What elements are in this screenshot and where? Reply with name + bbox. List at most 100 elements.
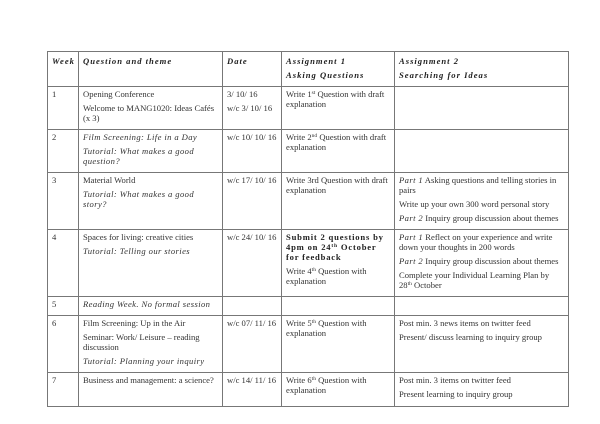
week-number: 2 bbox=[52, 132, 57, 142]
table-row: 2 Film Screening: Life in a Day Tutorial: … bbox=[47, 129, 569, 173]
header-assignment-2: Assignment 2 Searching for Ideas bbox=[394, 51, 569, 87]
text-run: Write 2 bbox=[286, 132, 312, 142]
a1-cell: Write 5th Question with explanation bbox=[281, 315, 395, 373]
text-run: Reflect on your experience and write dow… bbox=[399, 232, 553, 252]
week-number: 1 bbox=[52, 89, 57, 99]
a2-cell bbox=[394, 129, 569, 173]
theme-cell: Material World Tutorial: What makes a goo… bbox=[78, 172, 223, 230]
header-week-label: Week bbox=[52, 56, 75, 66]
text-run: Present learning to inquiry group bbox=[399, 389, 513, 399]
table-row: 1 Opening Conference Welcome to MANG1020: … bbox=[47, 86, 569, 130]
theme-cell: Film Screening: Life in a Day Tutorial: W… bbox=[78, 129, 223, 173]
ordinal-suffix: nd bbox=[311, 133, 318, 139]
paragraph: Write 4th Question with explanation bbox=[286, 266, 390, 286]
paragraph: Write up your own 300 word personal stor… bbox=[399, 199, 564, 209]
paragraph: Film Screening: Up in the Air bbox=[83, 318, 218, 328]
text-run: Tutorial: What makes a good story? bbox=[83, 189, 195, 209]
week-cell: 5 bbox=[47, 296, 79, 316]
text-run: Asking questions and telling stories in … bbox=[399, 175, 557, 195]
theme-cell: Reading Week. No formal session bbox=[78, 296, 223, 316]
paragraph: 3/ 10/ 16 bbox=[227, 89, 277, 99]
paragraph: Film Screening: Life in a Day bbox=[83, 132, 218, 142]
paragraph: Part 1 Reflect on your experience and wr… bbox=[399, 232, 564, 252]
paragraph: w/c 14/ 11/ 16 bbox=[227, 375, 277, 385]
paragraph: Post min. 3 news items on twitter feed bbox=[399, 318, 564, 328]
text-run: Present/ discuss learning to inquiry gro… bbox=[399, 332, 542, 342]
theme-cell: Opening Conference Welcome to MANG1020: I… bbox=[78, 86, 223, 130]
header-a1-title: Assignment 1 bbox=[286, 56, 346, 66]
paragraph: w/c 07/ 11/ 16 bbox=[227, 318, 277, 328]
week-cell: 3 bbox=[47, 172, 79, 230]
text-run: Question with explanation bbox=[286, 318, 367, 338]
text-run: Part 1 bbox=[399, 232, 424, 242]
a1-cell: Write 1st Question with draft explanatio… bbox=[281, 86, 395, 130]
text-run: Write 1 bbox=[286, 89, 312, 99]
paragraph: Material World bbox=[83, 175, 218, 185]
text-run: w/c 07/ 11/ 16 bbox=[227, 318, 277, 328]
paragraph: w/c 10/ 10/ 16 bbox=[227, 132, 277, 142]
paragraph: Write 6th Question with explanation bbox=[286, 375, 390, 395]
text-run: w/c 17/ 10/ 16 bbox=[227, 175, 277, 185]
a1-cell bbox=[281, 296, 395, 316]
text-run: Part 1 bbox=[399, 175, 424, 185]
text-run: Write 5 bbox=[286, 318, 312, 328]
text-run: Post min. 3 items on twitter feed bbox=[399, 375, 511, 385]
paragraph: Part 2 Inquiry group discussion about th… bbox=[399, 256, 564, 266]
a2-cell: Post min. 3 news items on twitter feed Pr… bbox=[394, 315, 569, 373]
table-row: 5 Reading Week. No formal session bbox=[47, 296, 569, 316]
ordinal-suffix: th bbox=[311, 267, 316, 273]
text-run: Part 2 bbox=[399, 256, 424, 266]
text-run: October bbox=[411, 280, 442, 290]
header-a2-subtitle: Searching for Ideas bbox=[399, 70, 489, 80]
week-cell: 1 bbox=[47, 86, 79, 130]
header-theme: Question and theme bbox=[78, 51, 223, 87]
paragraph: w/c 3/ 10/ 16 bbox=[227, 103, 277, 113]
header-a2-title: Assignment 2 bbox=[399, 56, 459, 66]
paragraph: Present/ discuss learning to inquiry gro… bbox=[399, 332, 564, 342]
text-run: Inquiry group discussion about themes bbox=[423, 213, 559, 223]
a1-cell: Write 3rd Question with draft explanatio… bbox=[281, 172, 395, 230]
text-run: Submit 2 questions by 4pm on 24 bbox=[286, 232, 384, 252]
text-run: Question with explanation bbox=[286, 375, 367, 395]
paragraph: Tutorial: What makes a good story? bbox=[83, 189, 218, 209]
a1-cell: Submit 2 questions by 4pm on 24th Octobe… bbox=[281, 229, 395, 297]
table-row: 6 Film Screening: Up in the Air Seminar: W… bbox=[47, 315, 569, 373]
ordinal-suffix: st bbox=[311, 90, 316, 96]
week-number: 7 bbox=[52, 375, 57, 385]
table-row: 7 Business and management: a science? w/c … bbox=[47, 372, 569, 407]
date-cell: w/c 24/ 10/ 16 bbox=[222, 229, 282, 297]
text-run: w/c 14/ 11/ 16 bbox=[227, 375, 277, 385]
a1-cell: Write 6th Question with explanation bbox=[281, 372, 395, 407]
week-cell: 2 bbox=[47, 129, 79, 173]
text-run: Question with draft explanation bbox=[286, 132, 387, 152]
paragraph: Reading Week. No formal session bbox=[83, 299, 218, 309]
week-cell: 6 bbox=[47, 315, 79, 373]
ordinal-suffix: th bbox=[331, 243, 338, 249]
paragraph: Spaces for living: creative cities bbox=[83, 232, 218, 242]
week-cell: 7 bbox=[47, 372, 79, 407]
a1-cell: Write 2nd Question with draft explanatio… bbox=[281, 129, 395, 173]
table-row: 3 Material World Tutorial: What makes a go… bbox=[47, 172, 569, 230]
date-cell bbox=[222, 296, 282, 316]
text-run: Part 2 bbox=[399, 213, 424, 223]
paragraph: Tutorial: Telling our stories bbox=[83, 246, 218, 256]
week-number: 6 bbox=[52, 318, 57, 328]
paragraph: Part 1 Asking questions and telling stor… bbox=[399, 175, 564, 195]
theme-cell: Spaces for living: creative cities Tutori… bbox=[78, 229, 223, 297]
date-cell: 3/ 10/ 16 w/c 3/ 10/ 16 bbox=[222, 86, 282, 130]
paragraph: Write 3rd Question with draft explanatio… bbox=[286, 175, 390, 195]
header-assignment-1: Assignment 1 Asking Questions bbox=[281, 51, 395, 87]
text-run: Seminar: Work/ Leisure – reading discuss… bbox=[83, 332, 200, 352]
text-run: w/c 10/ 10/ 16 bbox=[227, 132, 277, 142]
text-run: Complete your Individual Learning Plan b… bbox=[399, 270, 550, 290]
text-run: Question with explanation bbox=[286, 266, 367, 286]
table-row: 4 Spaces for living: creative cities Tutor… bbox=[47, 229, 569, 297]
a2-cell bbox=[394, 86, 569, 130]
a2-cell: Part 1 Asking questions and telling stor… bbox=[394, 172, 569, 230]
text-run: Write 4 bbox=[286, 266, 312, 276]
text-run: 3/ 10/ 16 bbox=[227, 89, 258, 99]
week-cell: 4 bbox=[47, 229, 79, 297]
text-run: Write 6 bbox=[286, 375, 312, 385]
paragraph: Part 2 Inquiry group discussion about th… bbox=[399, 213, 564, 223]
date-cell: w/c 10/ 10/ 16 bbox=[222, 129, 282, 173]
